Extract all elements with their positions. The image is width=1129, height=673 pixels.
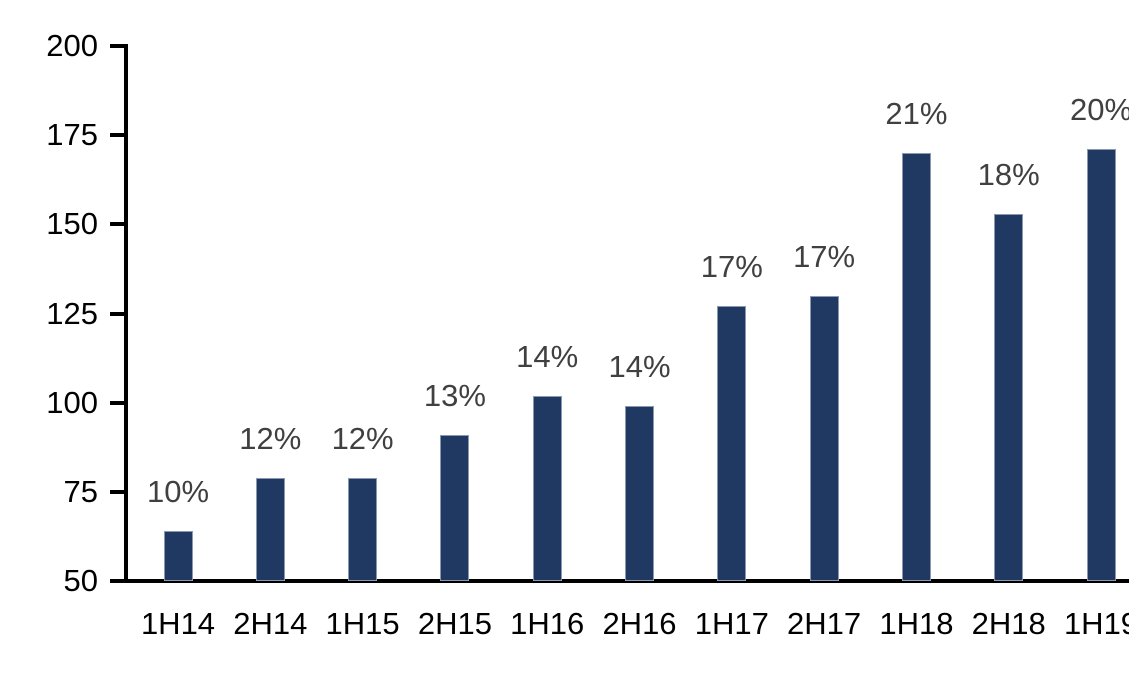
bar-2H14	[255, 477, 285, 581]
bar-1H16	[532, 395, 562, 581]
x-category-label-2H16: 2H16	[602, 606, 677, 641]
y-tick-mark	[110, 489, 124, 494]
bar-2H16	[625, 406, 654, 581]
y-tick-mark	[110, 311, 124, 316]
y-tick-label: 125	[46, 295, 98, 331]
x-category-label-1H17: 1H17	[694, 606, 769, 641]
x-category-label-1H18: 1H18	[879, 606, 954, 641]
x-axis-line	[110, 579, 1129, 583]
bar-value-label-1H19: 20%	[1069, 92, 1129, 128]
bar-value-label-2H16: 14%	[608, 349, 671, 385]
y-tick-mark	[110, 579, 124, 583]
y-tick-mark	[110, 44, 124, 48]
y-tick-label: 50	[63, 563, 98, 598]
y-tick-label: 75	[63, 473, 98, 509]
bar-2H15	[440, 434, 470, 581]
bar-2H17	[809, 295, 839, 581]
bar-value-label-2H17: 17%	[793, 238, 856, 274]
y-tick-label: 100	[46, 384, 98, 420]
y-tick-label: 200	[46, 28, 98, 63]
x-category-label-1H16: 1H16	[510, 606, 585, 641]
y-tick-mark	[110, 222, 124, 227]
bar-value-label-2H15: 13%	[423, 377, 486, 413]
bar-1H14	[163, 531, 193, 581]
x-category-label-2H15: 2H15	[417, 606, 492, 641]
bar-value-label-1H15: 12%	[331, 420, 394, 456]
y-tick-label: 150	[46, 206, 98, 242]
y-tick-label: 175	[46, 117, 98, 153]
bar-value-label-1H17: 17%	[700, 249, 763, 285]
y-tick-mark	[110, 133, 124, 138]
x-category-label-2H14: 2H14	[233, 606, 308, 641]
bar-value-label-1H18: 21%	[885, 96, 948, 131]
bar-2H18	[994, 213, 1024, 581]
bar-chart: 50 75 100 125 150 175 200 10% 12% 12% 13% 14% 14% 17…	[40, 16, 1129, 657]
bar-value-label-2H14: 12%	[239, 420, 302, 456]
bar-1H18	[901, 153, 931, 581]
x-category-label-2H17: 2H17	[787, 606, 862, 641]
x-category-label-1H14: 1H14	[140, 606, 216, 641]
bar-1H15	[348, 477, 378, 581]
bar-value-label-1H14: 10%	[146, 474, 210, 510]
y-tick-mark	[110, 400, 124, 405]
bar-value-label-1H16: 14%	[516, 338, 579, 374]
x-category-label-1H15: 1H15	[325, 606, 400, 641]
bar-1H19	[1086, 149, 1116, 581]
x-category-label-2H18: 2H18	[971, 606, 1046, 641]
bar-value-label-2H18: 18%	[977, 156, 1040, 192]
x-category-label-1H19: 1H19	[1063, 606, 1129, 641]
bar-1H17	[717, 306, 747, 581]
y-axis-line	[124, 44, 128, 583]
